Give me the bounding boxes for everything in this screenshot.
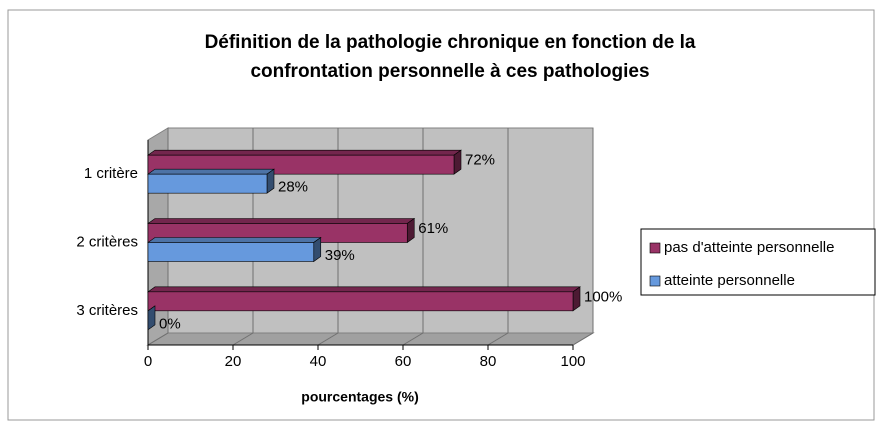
- x-axis-label: pourcentages (%): [301, 389, 418, 405]
- chart-title: confrontation personnelle à ces patholog…: [250, 61, 649, 82]
- legend-label: atteinte personnelle: [664, 272, 795, 289]
- legend-label: pas d'atteinte personnelle: [664, 239, 835, 256]
- x-tick-label: 40: [310, 353, 327, 370]
- data-label: 28%: [278, 179, 308, 196]
- y-tick-label: 3 critères: [76, 302, 138, 319]
- grid-line: [232, 332, 254, 346]
- legend: [640, 228, 876, 296]
- bar-top: [147, 149, 462, 156]
- chart-title: Définition de la pathologie chronique en…: [205, 32, 696, 53]
- data-label: 72%: [465, 152, 495, 169]
- bar-top: [147, 168, 275, 175]
- data-label: 0%: [159, 315, 181, 332]
- bar: [147, 242, 315, 262]
- grid-line: [572, 332, 594, 346]
- grid-line: [147, 332, 169, 346]
- floor: [146, 332, 595, 346]
- data-label: 39%: [325, 247, 355, 264]
- grid-line: [487, 332, 509, 346]
- bar-side: [147, 305, 156, 331]
- x-tick-label: 100: [560, 353, 585, 370]
- x-tick-label: 80: [480, 353, 497, 370]
- x-tick-label: 0: [144, 353, 152, 370]
- data-label: 100%: [584, 288, 622, 305]
- grid-line: [317, 332, 339, 346]
- y-tick-label: 2 critères: [76, 233, 138, 250]
- bar-top: [147, 218, 416, 224]
- legend-swatch: [649, 275, 661, 287]
- data-label: 61%: [418, 220, 448, 237]
- legend-swatch: [649, 242, 661, 254]
- y-tick-label: 1 critère: [84, 165, 138, 182]
- bar: [147, 291, 574, 312]
- bar-top: [147, 237, 322, 243]
- grid-line: [402, 332, 424, 346]
- x-tick-label: 20: [225, 353, 242, 370]
- x-tick-label: 60: [395, 353, 412, 370]
- bar: [147, 173, 268, 194]
- bar-top: [147, 286, 581, 293]
